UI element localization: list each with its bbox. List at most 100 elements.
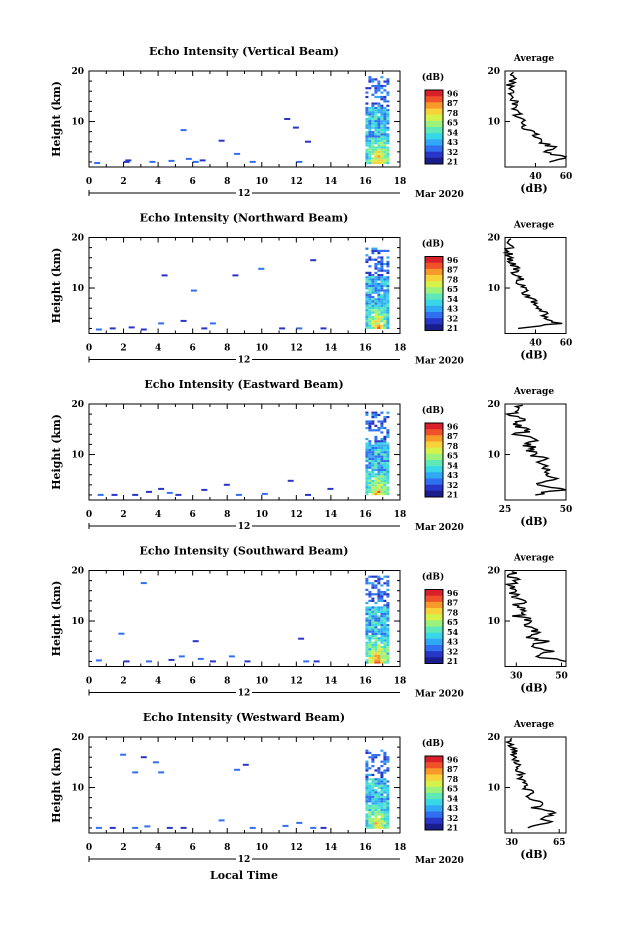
echo-cell (377, 769, 381, 772)
echo-cell (383, 471, 387, 474)
echo-cell (374, 307, 378, 310)
echo-cell (368, 635, 372, 638)
echo-cell (377, 822, 381, 825)
echo-cell (365, 751, 369, 754)
profile-x-label: (dB) (520, 848, 547, 861)
echo-cell (374, 654, 378, 657)
echo-cell (386, 602, 390, 605)
echo-point (152, 761, 159, 764)
echo-cell (371, 420, 375, 423)
echo-cell (374, 641, 378, 644)
echo-cell (368, 106, 372, 110)
echo-cell (380, 124, 384, 127)
echo-cell (377, 269, 381, 272)
echo-cell (374, 621, 378, 624)
echo-point (234, 152, 241, 155)
y-tick-label: 10 (71, 617, 84, 627)
colorbar-label: 54 (447, 294, 459, 304)
echo-cell (383, 817, 387, 820)
echo-point (244, 660, 251, 663)
echo-cell (374, 817, 378, 820)
colorbar-segment (425, 441, 443, 449)
echo-cell (374, 291, 378, 294)
echo-cell (380, 639, 384, 642)
echo-cell (374, 659, 378, 662)
profile-x-tick-label: 40 (529, 172, 542, 182)
echo-cell (383, 300, 387, 303)
echo-cell (374, 87, 378, 90)
colorbar-unit: (dB) (422, 572, 444, 583)
echo-cell (377, 784, 381, 787)
echo-point (120, 753, 127, 756)
echo-point (168, 159, 175, 162)
echo-cell (368, 800, 372, 803)
x-tick-label: 8 (224, 510, 230, 520)
echo-cell (380, 659, 384, 662)
colorbar-segment (425, 108, 443, 116)
echo-cell (386, 150, 390, 154)
colorbar-segment (425, 614, 443, 621)
echo-cell (380, 771, 384, 774)
echo-cell (380, 280, 384, 283)
echo-cell (371, 449, 375, 452)
echo-cell (368, 256, 372, 259)
colorbar-label: 32 (447, 313, 458, 323)
echo-cell (386, 155, 390, 158)
echo-cell (383, 442, 387, 445)
echo-cell (371, 773, 375, 776)
echo-cell (371, 787, 375, 790)
echo-cell (365, 471, 369, 474)
echo-cell (365, 142, 369, 145)
panel-title: Echo Intensity (Northward Beam) (140, 212, 349, 225)
echo-cell (371, 148, 375, 151)
echo-cell (374, 473, 378, 476)
echo-cell (386, 817, 390, 820)
echo-cell (368, 460, 372, 463)
echo-cell (374, 139, 378, 143)
echo-cell (374, 135, 378, 138)
echo-cell (371, 798, 375, 801)
echo-cell (383, 106, 387, 110)
echo-point (258, 267, 265, 270)
echo-cell (380, 449, 384, 452)
echo-point (158, 487, 165, 490)
echo-cell (368, 280, 372, 283)
echo-cell (368, 453, 372, 456)
echo-cell (380, 584, 384, 587)
echo-cell (371, 795, 375, 798)
echo-cell (377, 595, 381, 598)
echo-cell (377, 102, 381, 105)
echo-cell (386, 477, 390, 480)
echo-cell (368, 637, 372, 640)
echo-cell (386, 648, 390, 651)
echo-cell (380, 137, 384, 140)
echo-cell (365, 271, 369, 274)
echo-cell (380, 276, 384, 279)
echo-cell (383, 657, 387, 660)
panel-2: Echo Intensity (Northward Beam)Height (k… (50, 212, 572, 367)
echo-cell (377, 326, 381, 329)
echo-cell (365, 773, 369, 776)
echo-cell (377, 95, 381, 99)
x-tick-label: 4 (155, 843, 161, 853)
colorbar-label: 43 (447, 137, 459, 147)
echo-cell (365, 641, 369, 644)
echo-cell (383, 795, 387, 798)
echo-cell (383, 298, 387, 301)
echo-cell (386, 122, 390, 125)
echo-cell (368, 285, 372, 288)
echo-cell (368, 442, 372, 445)
echo-cell (377, 615, 381, 618)
echo-cell (368, 575, 372, 578)
echo-cell (386, 285, 390, 288)
echo-cell (383, 418, 387, 421)
echo-cell (383, 446, 387, 449)
echo-cell (368, 287, 372, 290)
colorbar-frame (424, 422, 444, 498)
echo-cell (386, 289, 390, 292)
echo-cell (386, 416, 390, 419)
x-tick-label: 12 (290, 177, 303, 187)
colorbar-segment (425, 786, 443, 794)
echo-cell (386, 269, 390, 272)
echo-cell (371, 619, 375, 622)
